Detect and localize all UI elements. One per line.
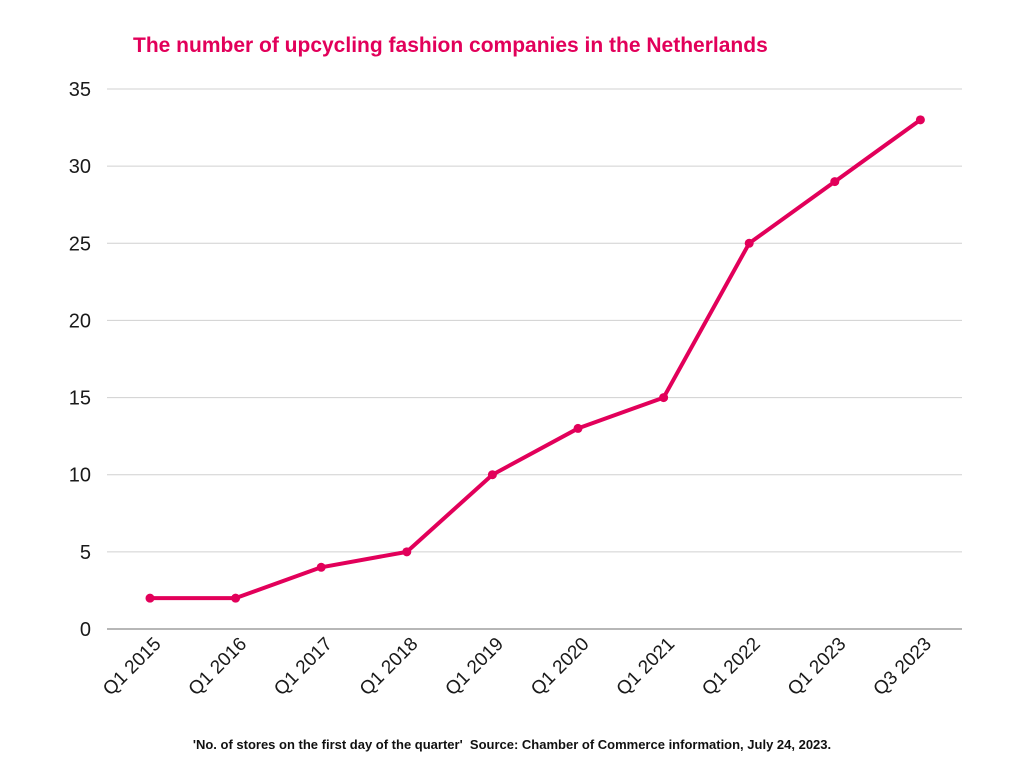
y-tick-label: 25 — [69, 233, 91, 255]
y-axis: 0 5 10 15 20 25 30 35 — [69, 79, 91, 641]
x-tick-label: Q1 2016 — [185, 634, 251, 700]
data-point — [659, 393, 669, 403]
x-tick-label: Q1 2023 — [784, 634, 850, 700]
chart-title: The number of upcycling fashion companie… — [133, 34, 768, 57]
chart-footnote: 'No. of stores on the first day of the q… — [192, 737, 832, 752]
y-tick-label: 5 — [80, 542, 91, 564]
gridlines — [107, 88, 962, 630]
series-line — [148, 117, 923, 601]
x-axis: Q1 2015 Q1 2016 Q1 2017 Q1 2018 Q1 2019 Q1 20… — [99, 634, 936, 700]
data-point — [316, 562, 326, 572]
data-point — [145, 593, 155, 603]
data-point — [487, 470, 497, 480]
y-tick-label: 20 — [69, 310, 91, 332]
x-tick-label: Q1 2021 — [613, 634, 679, 700]
data-point — [402, 547, 412, 557]
x-tick-label: Q1 2022 — [698, 634, 764, 700]
x-tick-label: Q1 2020 — [527, 634, 593, 700]
data-point — [830, 177, 840, 187]
x-tick-label: Q1 2019 — [442, 634, 508, 700]
data-point — [915, 115, 925, 125]
y-tick-label: 35 — [69, 79, 91, 101]
x-tick-label: Q1 2017 — [270, 634, 336, 700]
y-tick-label: 15 — [69, 388, 91, 410]
y-tick-label: 10 — [69, 465, 91, 487]
y-tick-label: 30 — [69, 156, 91, 178]
data-point — [744, 238, 754, 248]
data-point — [573, 423, 583, 433]
x-tick-label: Q1 2018 — [356, 634, 422, 700]
x-tick-label: Q3 2023 — [870, 634, 936, 700]
series-layer — [145, 115, 925, 603]
data-point — [231, 593, 241, 603]
y-tick-label: 0 — [80, 619, 91, 641]
x-tick-label: Q1 2015 — [99, 634, 165, 700]
